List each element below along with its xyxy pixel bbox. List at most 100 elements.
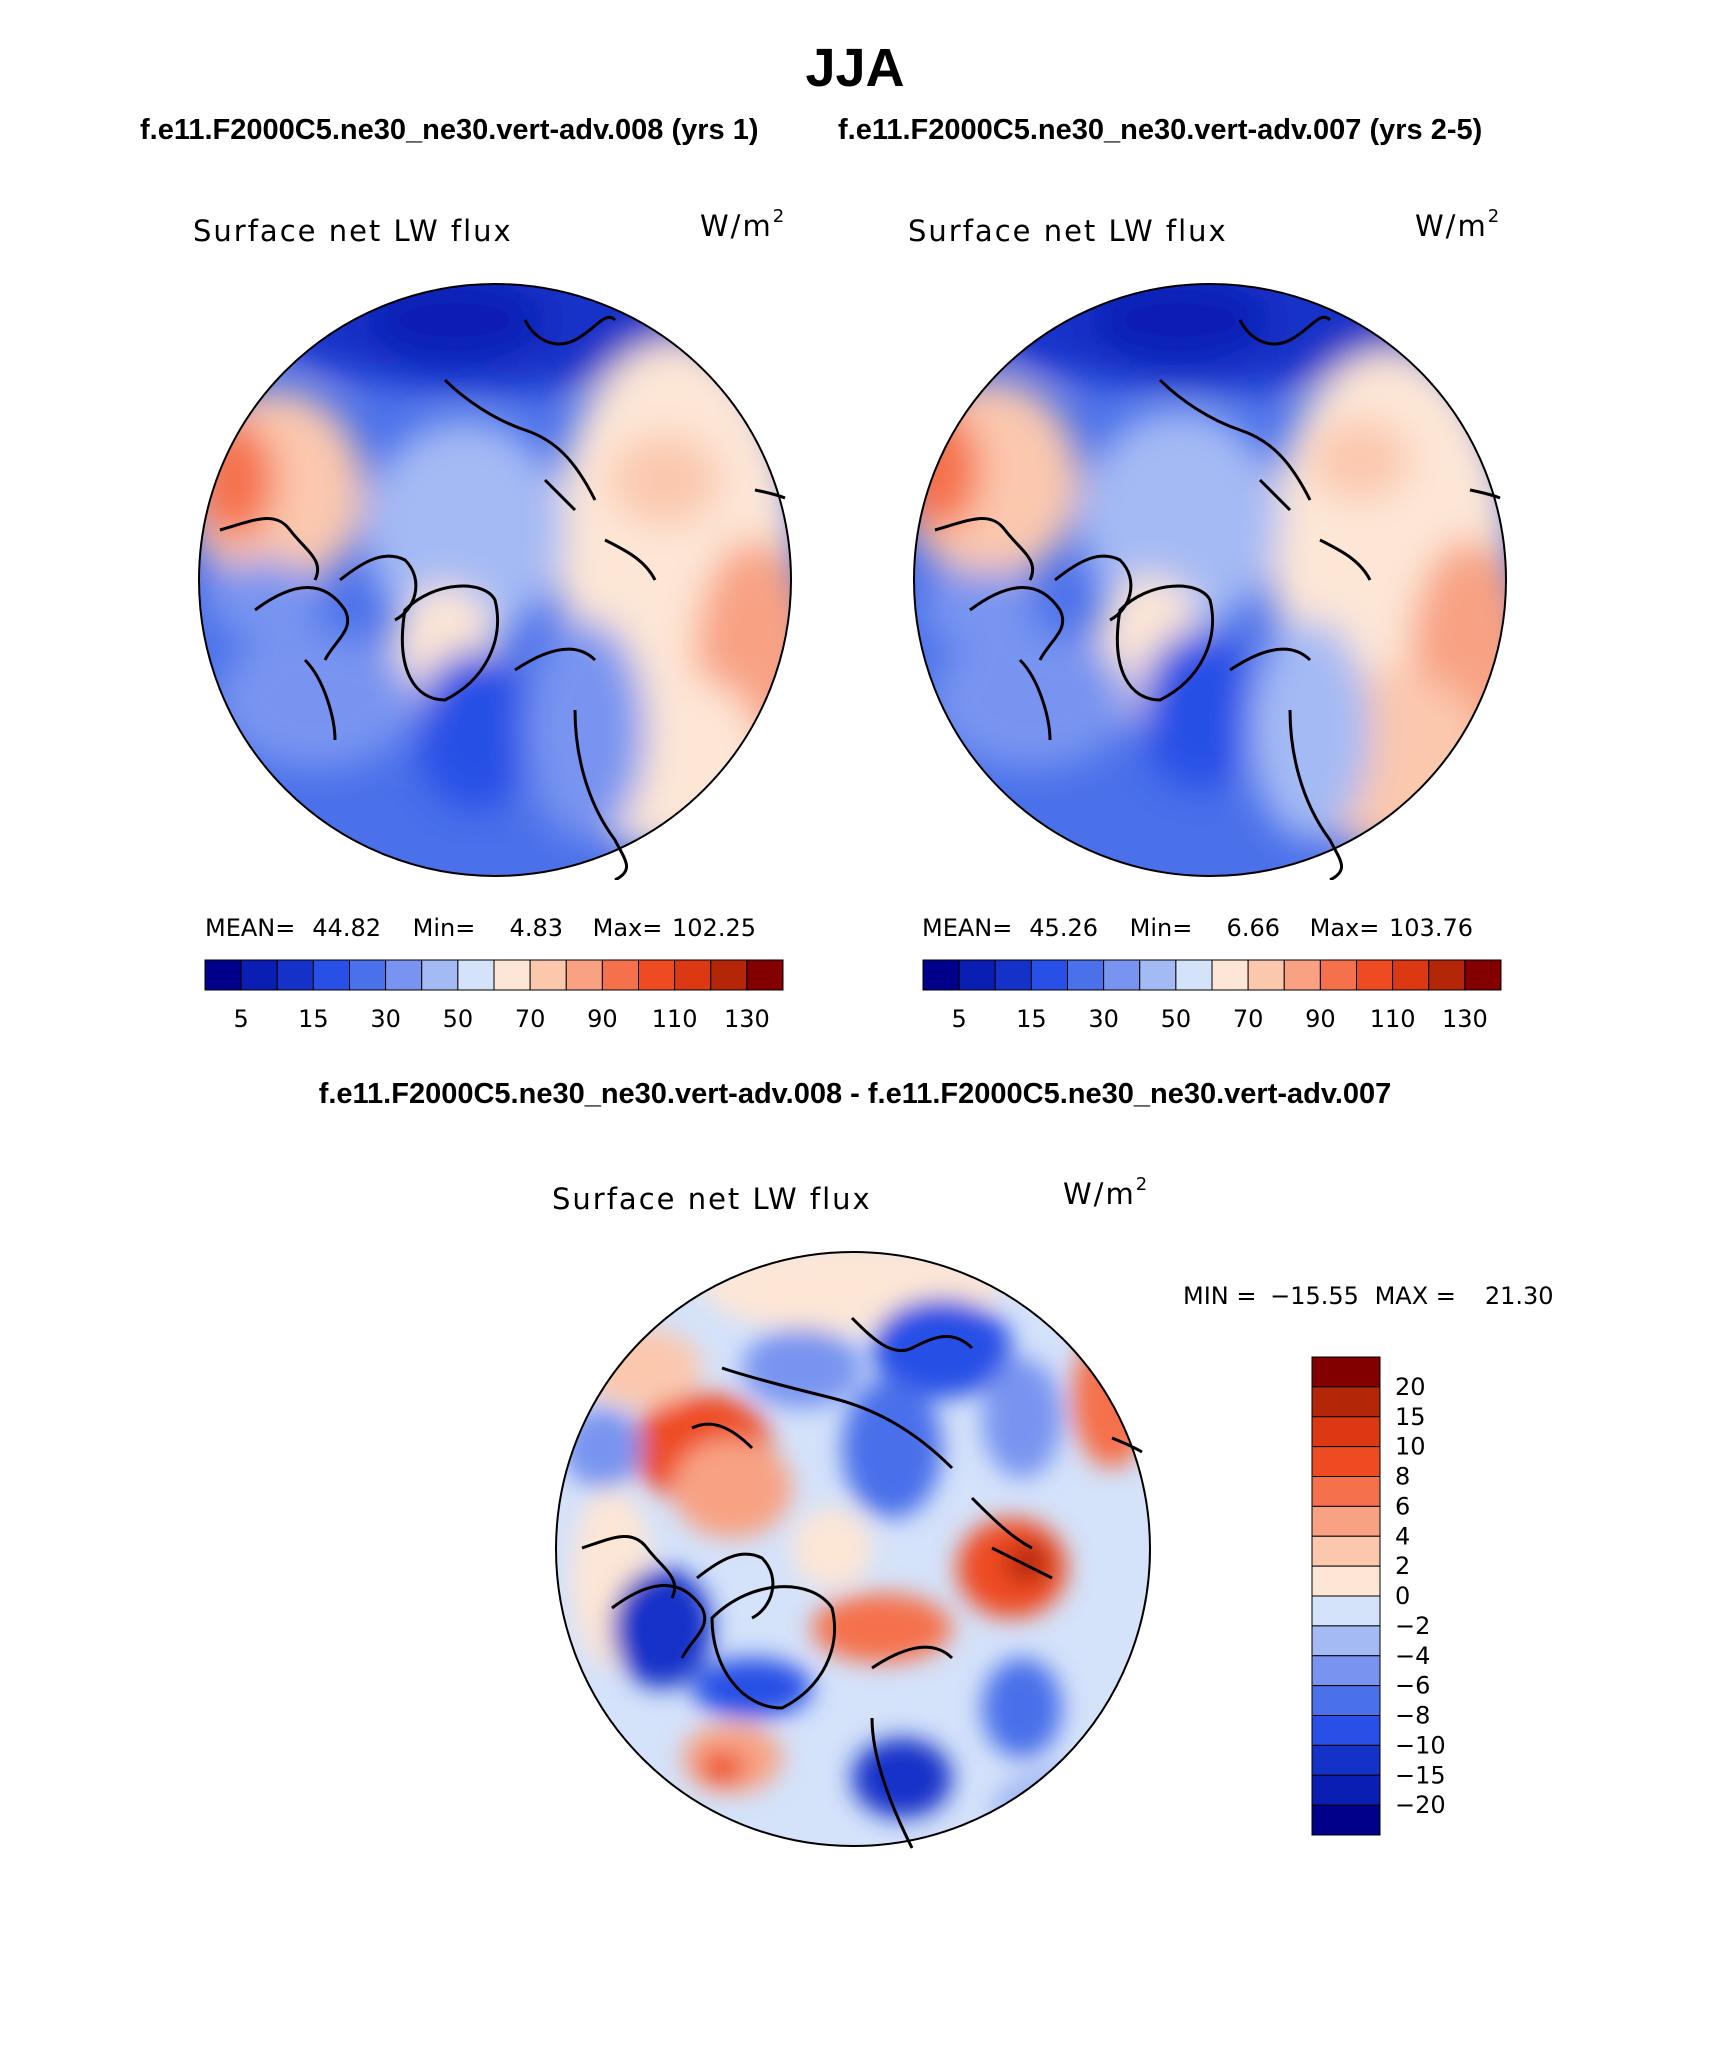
diff-min-label: MIN = [1183, 1282, 1257, 1310]
panel1-polar-map [198, 283, 792, 880]
diff-colorbar-tick-label: 15 [1395, 1403, 1426, 1431]
panel2-colorbar-swatch [922, 959, 960, 991]
panel2-colorbar-swatch [1428, 959, 1466, 991]
panel2-colorbar-tick-label: 5 [951, 1005, 966, 1033]
panel1-variable-label: Surface net LW flux [193, 214, 513, 248]
panel1-max-label: Max= [592, 914, 663, 942]
panel1-colorbar-tick-label: 130 [724, 1005, 770, 1033]
diff-colorbar-tick-label: 2 [1395, 1552, 1410, 1580]
panel2-colorbar-swatch [958, 959, 996, 991]
diff-units: W/m2 [1063, 1174, 1148, 1211]
panel2-colorbar-swatch [1464, 959, 1502, 991]
panel1-colorbar-swatch [529, 959, 567, 991]
panel1-colorbar-swatch [601, 959, 639, 991]
panel2-coastlines [934, 316, 1501, 880]
panel2-colorbar-tick-label: 70 [1233, 1005, 1264, 1033]
panel1-colorbar-swatch [457, 959, 495, 991]
case-title-right: f.e11.F2000C5.ne30_ne30.vert-adv.007 (yr… [838, 114, 1483, 146]
diff-colorbar-tick-label: 0 [1395, 1582, 1410, 1610]
diff-stats: MIN = −15.55 MAX = 21.30 [1183, 1282, 1554, 1310]
diff-coastlines [581, 1316, 1143, 1849]
panel1-colorbar-swatch [204, 959, 242, 991]
diff-colorbar-tick-label: 10 [1395, 1433, 1426, 1461]
panel1-colorbar-swatch [349, 959, 387, 991]
panel2-stats: MEAN= 45.26 Min= 6.66 Max= 103.76 [922, 914, 1473, 942]
diff-colorbar-swatch [1311, 1625, 1381, 1657]
panel1-colorbar-tick-label: 15 [298, 1005, 329, 1033]
diff-colorbar-swatch [1311, 1535, 1381, 1567]
panel1-colorbar-swatch [565, 959, 603, 991]
panel2-field-blobs [914, 284, 1506, 850]
panel2-colorbar-tick-label: 15 [1016, 1005, 1047, 1033]
case-title-left: f.e11.F2000C5.ne30_ne30.vert-adv.008 (yr… [140, 114, 759, 146]
panel2-colorbar-tick-label: 90 [1305, 1005, 1336, 1033]
diff-colorbar-tick-label: −2 [1395, 1612, 1430, 1640]
diff-colorbar-swatch [1311, 1356, 1381, 1388]
panel2-min-label: Min= [1129, 914, 1193, 942]
panel2-colorbar-tick-label: 30 [1088, 1005, 1119, 1033]
diff-colorbar-swatch [1311, 1715, 1381, 1746]
panel1-map-border [198, 283, 792, 877]
diff-colorbar-swatch [1311, 1804, 1381, 1836]
diff-colorbar-tick-label: −20 [1395, 1791, 1446, 1819]
diff-map-border [555, 1251, 1151, 1847]
panel1-colorbar-swatch [240, 959, 278, 991]
panel1-colorbar-tick-label: 70 [515, 1005, 546, 1033]
diff-colorbar-tick-label: −4 [1395, 1642, 1430, 1670]
diff-colorbar-tick-label: −15 [1395, 1761, 1446, 1789]
panel2-mean-label: MEAN= [922, 914, 1013, 942]
panel1-colorbar-swatch [674, 959, 712, 991]
panel1-coastlines [219, 316, 786, 880]
panel2-polar-map [913, 283, 1507, 880]
panel1-colorbar-swatch [385, 959, 423, 991]
panel2-colorbar-swatch [1211, 959, 1249, 991]
panel2-variable-label: Surface net LW flux [908, 214, 1228, 248]
diff-colorbar-swatch [1311, 1774, 1381, 1806]
panel1-colorbar-tick-label: 50 [443, 1005, 474, 1033]
panel2-colorbar-swatch [1356, 959, 1394, 991]
diff-colorbar-swatch [1311, 1565, 1381, 1597]
panel2-colorbar-swatch [1139, 959, 1177, 991]
panel2-colorbar-tick-label: 50 [1161, 1005, 1192, 1033]
diff-colorbar-swatch [1311, 1476, 1381, 1507]
panel2-colorbar-swatch [1319, 959, 1357, 991]
diff-colorbar-tick-label: −6 [1395, 1672, 1430, 1700]
panel2-max-value: 103.76 [1389, 914, 1473, 942]
panel2-colorbar-swatch [1067, 959, 1105, 991]
panel1-colorbar-swatch [638, 959, 676, 991]
panel1-units: W/m2 [700, 206, 785, 243]
diff-colorbar-tick-label: 6 [1395, 1492, 1410, 1520]
panel2-units: W/m2 [1415, 206, 1500, 243]
diff-colorbar-swatch [1311, 1416, 1381, 1448]
panel1-min-value: 4.83 [509, 914, 563, 942]
panel2-colorbar-swatch [1247, 959, 1285, 991]
panel2-colorbar-tick-label: 130 [1442, 1005, 1488, 1033]
panel2-colorbar-swatch [1175, 959, 1213, 991]
panel2-max-label: Max= [1309, 914, 1380, 942]
panel2-colorbar: 5 15 30 50 70 90 110 130 [922, 959, 1502, 1033]
diff-colorbar-swatch [1311, 1595, 1381, 1627]
panel1-colorbar-swatch [710, 959, 748, 991]
diff-colorbar-tick-label: −10 [1395, 1731, 1446, 1759]
diff-colorbar-swatch [1311, 1505, 1381, 1537]
difference-title: f.e11.F2000C5.ne30_ne30.vert-adv.008 - f… [318, 1078, 1392, 1110]
panel1-colorbar-tick-label: 30 [370, 1005, 401, 1033]
diff-min-value: −15.55 [1270, 1282, 1359, 1310]
panel1-mean-value: 44.82 [312, 914, 381, 942]
panel2-colorbar-swatch [1030, 959, 1068, 991]
panel1-stats: MEAN= 44.82 Min= 4.83 Max= 102.25 [205, 914, 756, 942]
diff-max-value: 21.30 [1484, 1282, 1554, 1310]
panel1-colorbar-swatch [493, 959, 531, 991]
panel1-colorbar-swatch [421, 959, 459, 991]
panel2-colorbar-swatch [994, 959, 1032, 991]
panel1-colorbar-tick-label: 5 [233, 1005, 248, 1033]
diff-colorbar-tick-label: 20 [1395, 1373, 1426, 1401]
panel1-colorbar-tick-label: 110 [652, 1005, 698, 1033]
diff-colorbar-swatch [1311, 1655, 1381, 1687]
panel1-mean-label: MEAN= [205, 914, 296, 942]
panel2-min-value: 6.66 [1226, 914, 1280, 942]
panel2-colorbar-swatch [1283, 959, 1321, 991]
panel1-field-blobs [199, 284, 791, 850]
panel1-max-value: 102.25 [672, 914, 756, 942]
